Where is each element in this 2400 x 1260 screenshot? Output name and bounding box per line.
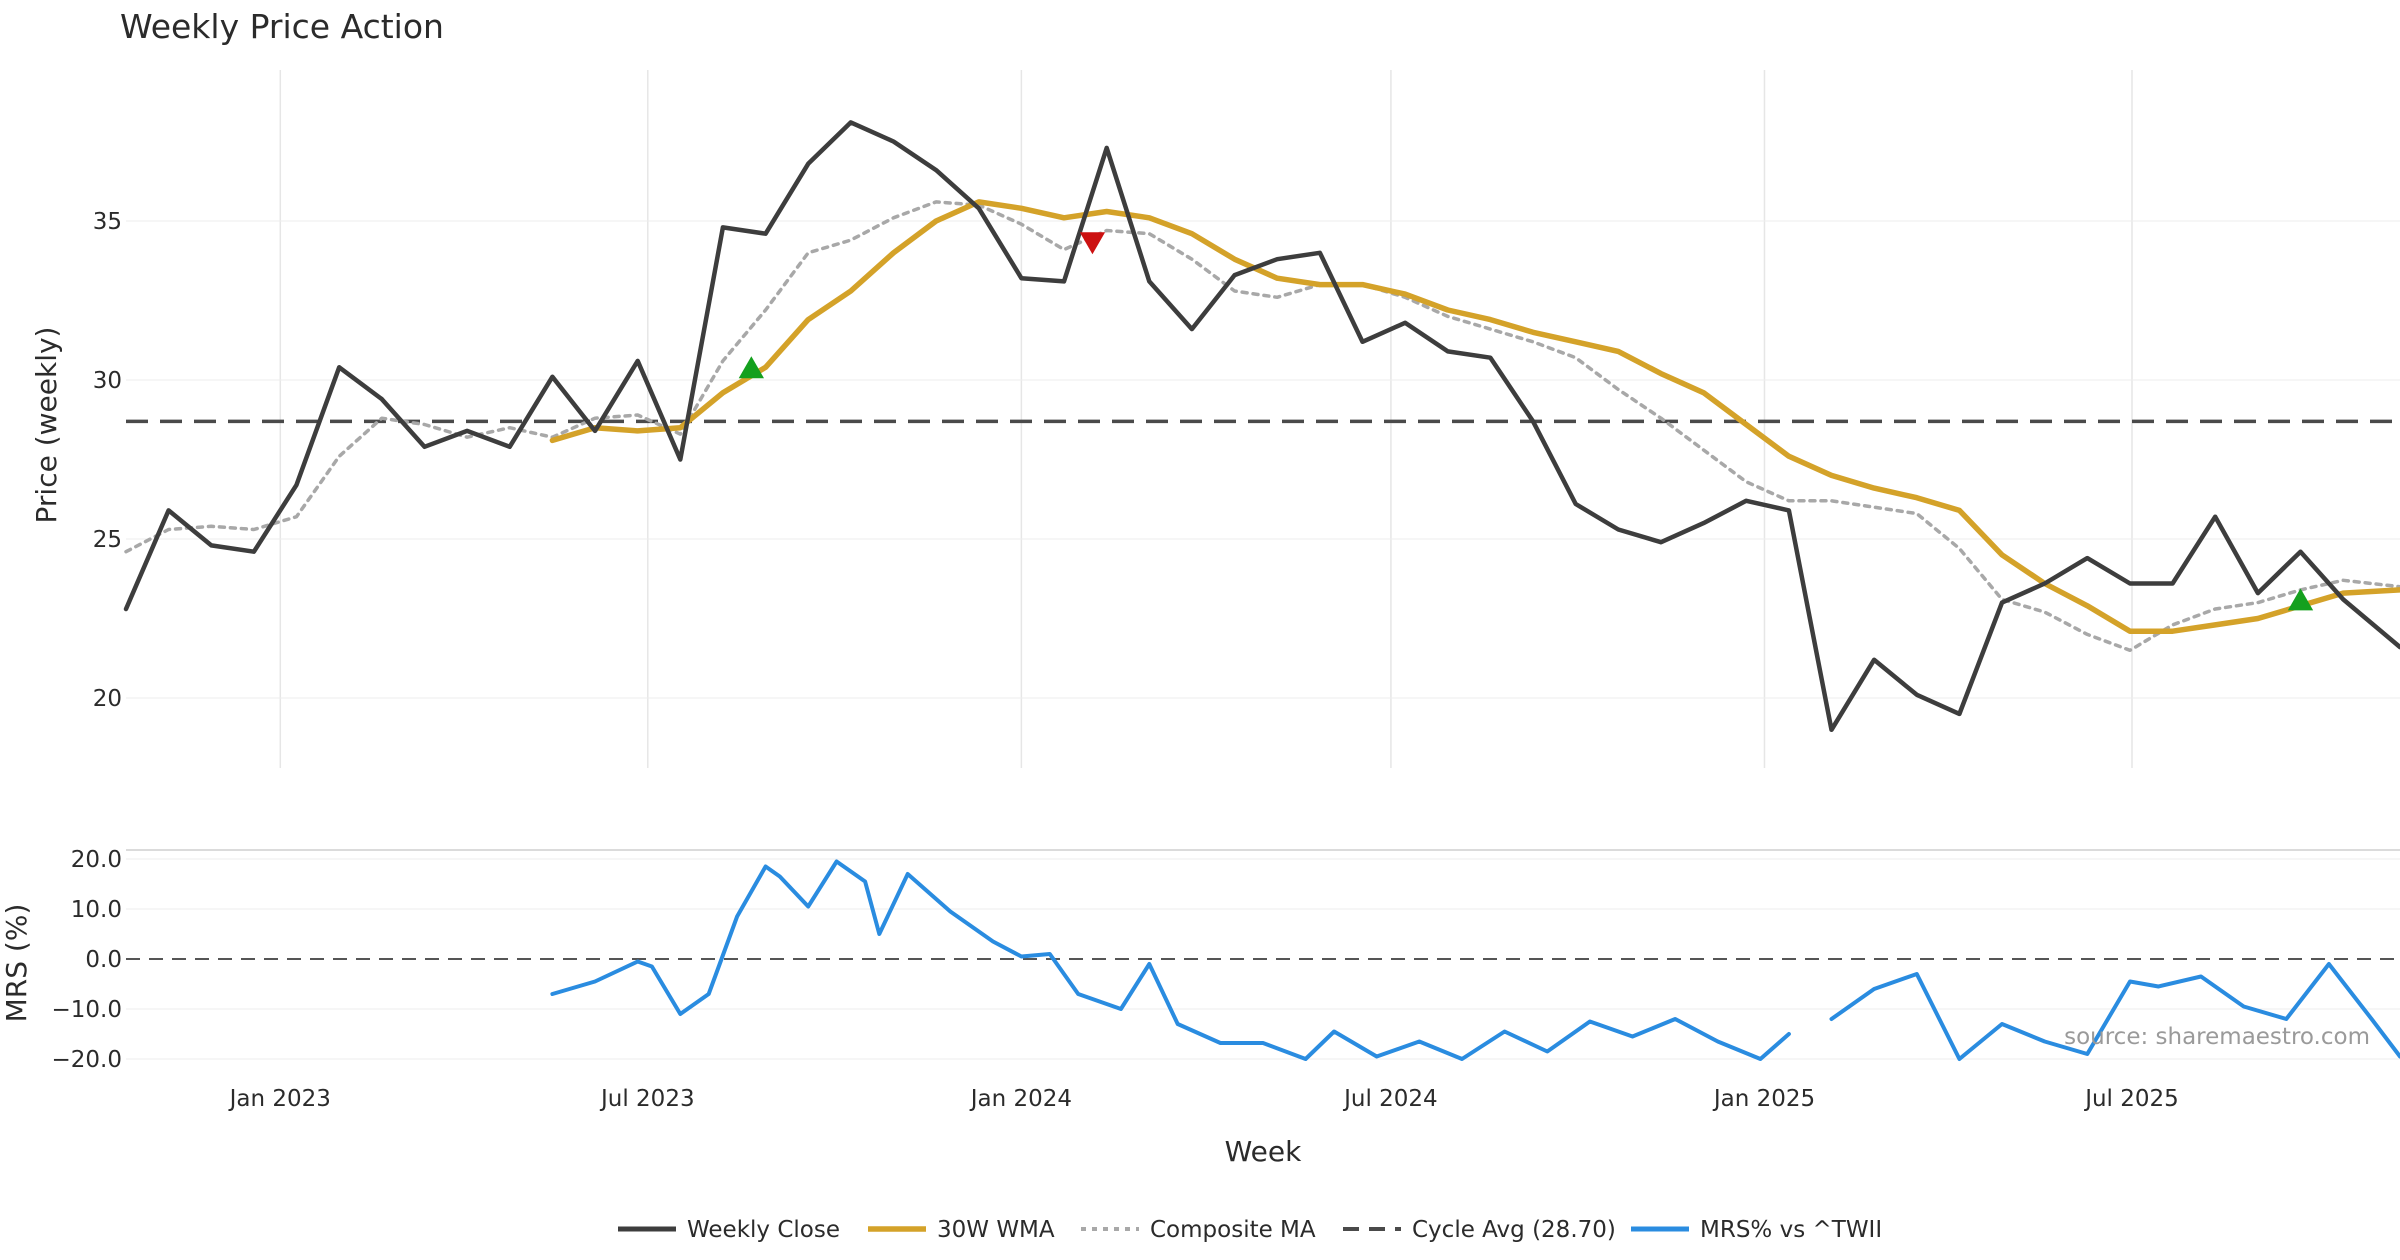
x-tick-label: Jan 2024 xyxy=(969,1086,1072,1112)
buy-signal-marker xyxy=(2287,588,2314,611)
legend-item: Weekly Close xyxy=(618,1217,840,1243)
series-layer xyxy=(123,120,2400,1061)
mrs-tick-label: 0.0 xyxy=(85,947,122,973)
legend-label: Weekly Close xyxy=(687,1217,840,1243)
chart-title: Weekly Price Action xyxy=(120,7,444,46)
wma-line xyxy=(549,199,2400,634)
legend-label: Composite MA xyxy=(1150,1217,1316,1243)
mrs-axis-ticks: 20.0 10.0 0.0 −10.0 −20.0 xyxy=(52,847,122,1073)
buy-signal-marker xyxy=(738,356,764,379)
price-tick-label: 30 xyxy=(93,368,122,394)
x-axis-label: Week xyxy=(1225,1135,1302,1168)
legend-label: 30W WMA xyxy=(937,1217,1055,1243)
signals-layer xyxy=(738,232,2314,611)
price-tick-label: 20 xyxy=(93,686,122,712)
mrs-tick-label: 10.0 xyxy=(71,897,122,923)
legend-item: MRS% vs ^TWII xyxy=(1631,1217,1882,1243)
upper-grid xyxy=(126,70,2400,768)
x-tick-label: Jan 2023 xyxy=(228,1086,331,1112)
weekly-close-line xyxy=(123,120,2400,733)
legend-item: Composite MA xyxy=(1081,1217,1316,1243)
x-tick-label: Jan 2025 xyxy=(1712,1086,1815,1112)
mrs-axis-label: MRS (%) xyxy=(0,904,33,1023)
legend: Weekly Close 30W WMA Composite MA Cycle Avg… xyxy=(618,1217,1882,1243)
x-tick-label: Jul 2023 xyxy=(599,1086,695,1112)
legend-label: MRS% vs ^TWII xyxy=(1700,1217,1882,1243)
source-note: source: sharemaestro.com xyxy=(2064,1024,2370,1050)
x-axis-ticks: Jan 2023 Jul 2023 Jan 2024 Jul 2024 Jan 2025… xyxy=(228,1086,2179,1112)
x-tick-label: Jul 2024 xyxy=(1342,1086,1438,1112)
mrs-line xyxy=(1829,962,2400,1061)
price-axis-label: Price (weekly) xyxy=(30,327,63,524)
mrs-tick-label: 20.0 xyxy=(71,847,122,873)
sell-signal-marker xyxy=(1079,232,1106,255)
price-tick-label: 35 xyxy=(93,209,122,235)
mrs-tick-label: −10.0 xyxy=(52,997,122,1023)
legend-item: 30W WMA xyxy=(868,1217,1055,1243)
price-tick-label: 25 xyxy=(93,527,122,553)
x-tick-label: Jul 2025 xyxy=(2083,1086,2179,1112)
price-axis-ticks: 20 25 30 35 xyxy=(93,209,122,712)
legend-label: Cycle Avg (28.70) xyxy=(1412,1217,1616,1243)
legend-item: Cycle Avg (28.70) xyxy=(1343,1217,1616,1243)
mrs-tick-label: −20.0 xyxy=(52,1047,122,1073)
mrs-line xyxy=(550,859,1791,1061)
lower-grid xyxy=(126,849,2400,1060)
